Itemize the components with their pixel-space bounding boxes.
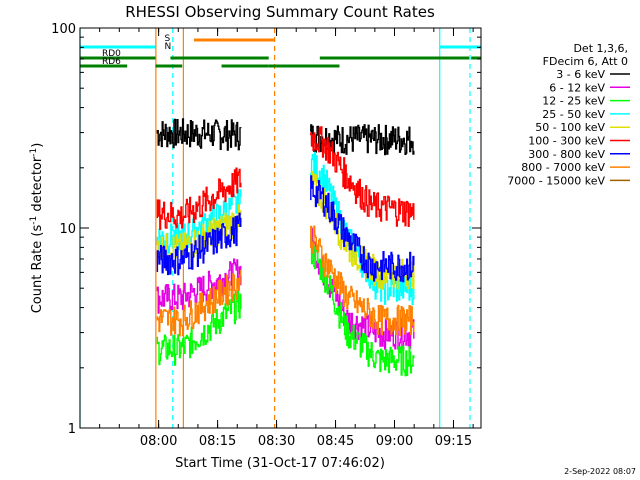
flag-mark: S [165,34,171,44]
legend-entry-label: 50 - 100 keV [535,121,605,134]
series-line [156,118,242,151]
legend-entry-label: 800 - 7000 keV [521,161,605,174]
legend-entry-label: 12 - 25 keV [542,95,605,108]
y-axis-label: Count Rate (s-1 detector-1) [29,143,45,314]
flag-mark: N [165,42,172,52]
y-tick-label: 10 [59,222,76,237]
legend-entry-label: 300 - 800 keV [528,148,605,161]
flag-bar-label: RD0 [102,49,121,59]
chart-title: RHESSI Observing Summary Count Rates [125,3,435,21]
x-tick-label: 08:45 [317,434,354,449]
x-tick-label: 08:30 [258,434,295,449]
x-tick-label: 08:15 [199,434,236,449]
timestamp: 2-Sep-2022 08:07 [564,467,636,476]
legend-entry-label: 3 - 6 keV [556,68,605,81]
x-tick-label: 09:15 [435,434,472,449]
x-tick-label: 08:00 [140,434,177,449]
legend-header-line2: FDecim 6, Att 0 [543,55,628,68]
series-line [156,290,242,366]
y-tick-label: 100 [51,22,76,37]
legend-entry-label: 6 - 12 keV [549,81,605,94]
series-line [156,269,242,337]
series-line [156,204,242,265]
series-line [310,151,415,306]
series-line [310,175,415,283]
series-line [310,124,415,156]
flag-bar-label: RD6 [102,57,121,67]
x-axis: 08:00 08:15 08:30 08:45 09:00 09:15 [99,28,474,449]
series-line [156,212,242,276]
legend-entry-label: 7000 - 15000 keV [507,174,605,187]
legend-header-line1: Det 1,3,6, [573,42,628,55]
y-axis: 1 10 100 [51,22,481,437]
plot-frame [79,27,482,429]
series-line [310,126,415,227]
legend-entry-label: 25 - 50 keV [542,108,605,121]
series-line [310,236,415,377]
series-line [156,189,242,254]
legend-entry-label: 100 - 300 keV [528,135,605,148]
y-tick-label: 1 [68,422,76,437]
x-axis-label: Start Time (31-Oct-17 07:46:02) [175,456,385,471]
x-tick-label: 09:00 [376,434,413,449]
series-line [156,167,242,230]
series-line [310,225,415,336]
